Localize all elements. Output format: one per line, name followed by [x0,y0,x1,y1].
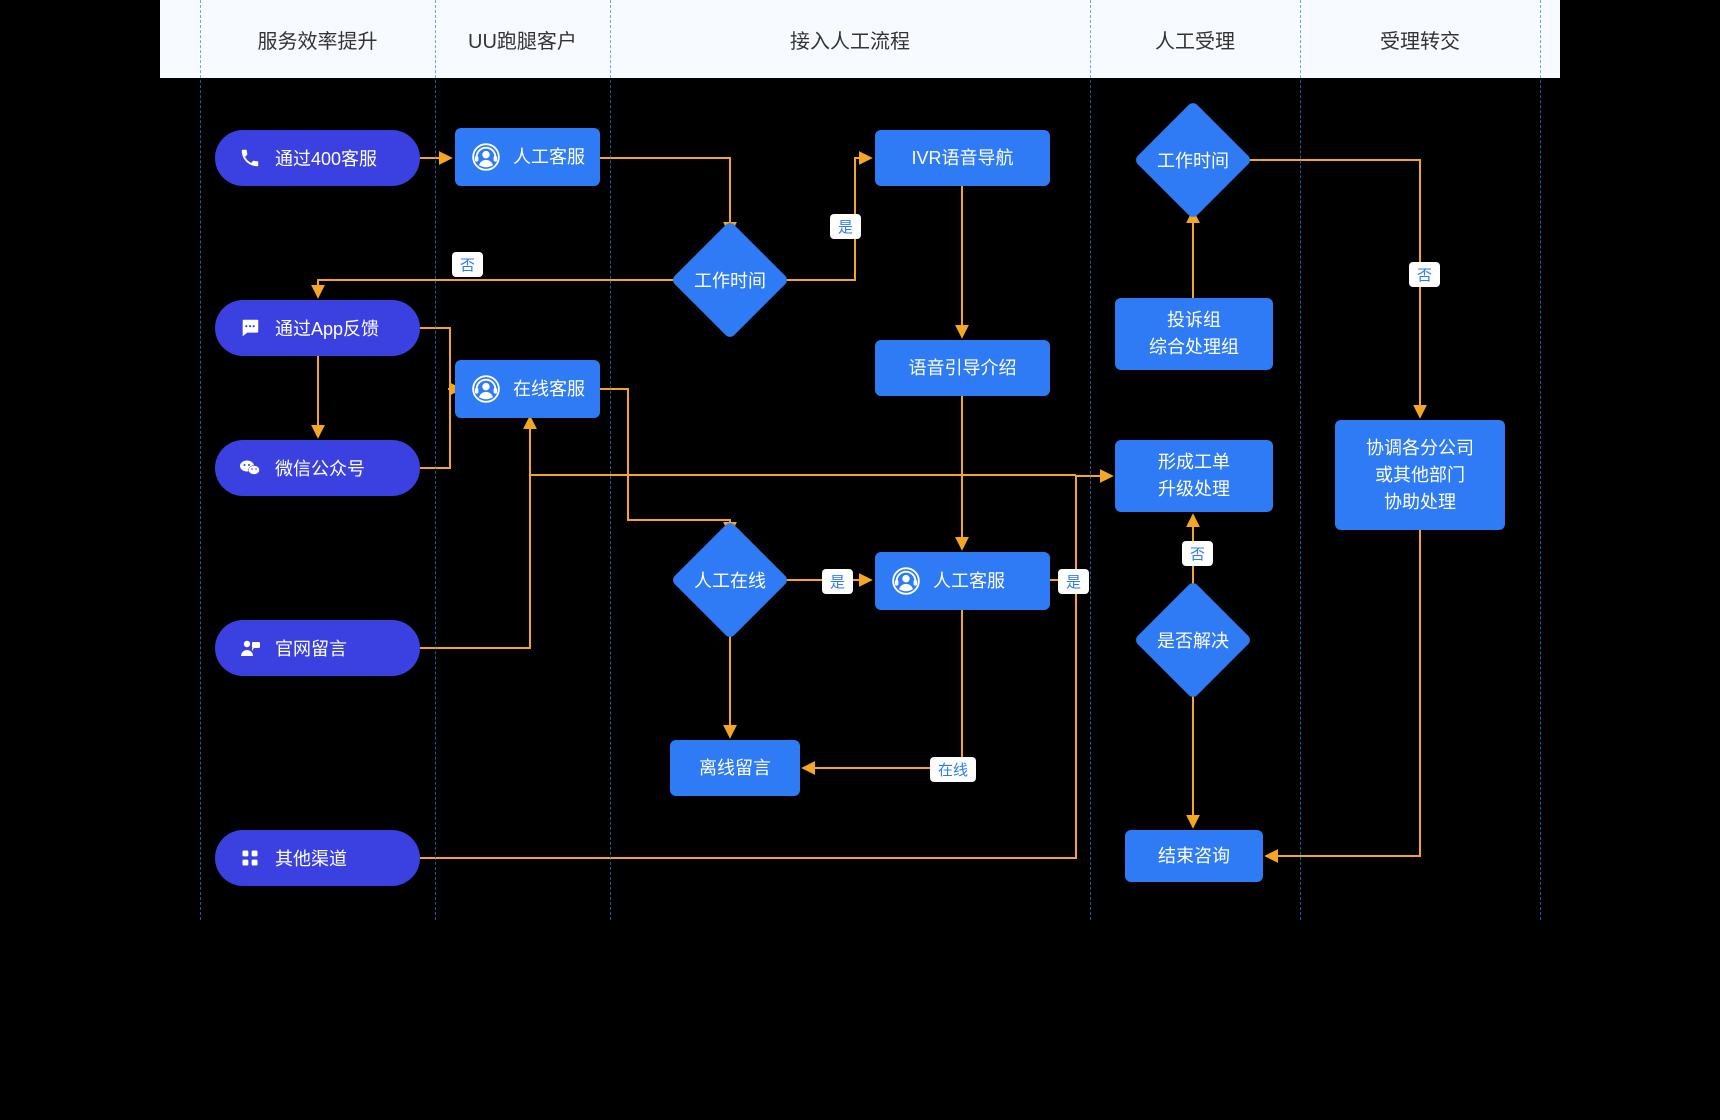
lane-separator [610,0,611,920]
diamond-label: 工作时间 [1151,118,1235,202]
process-box-box_ivr: IVR语音导航 [875,130,1050,186]
process-box-box_voice: 语音引导介绍 [875,340,1050,396]
box-label: 离线留言 [699,755,771,782]
pill-label: 微信公众号 [275,455,365,481]
diamond-label: 工作时间 [688,238,772,322]
edge-label: 是 [822,569,853,594]
box-label: 在线客服 [513,376,585,403]
pill-label: 通过App反馈 [275,315,379,341]
lane-separator [1300,0,1301,920]
box-label: 结束咨询 [1158,843,1230,870]
box-label: IVR语音导航 [911,145,1013,172]
box-label: 语音引导介绍 [909,355,1017,382]
entry-pill-pill_wechat: 微信公众号 [215,440,420,496]
box-label: 人工客服 [933,568,1005,595]
grid-icon [237,845,263,871]
headset-icon [469,372,503,406]
edge-label: 否 [1409,262,1440,287]
decision-dia_online: 人工在线 [688,538,772,622]
pill-label: 官网留言 [275,635,347,661]
process-box-box_complaint: 投诉组综合处理组 [1115,298,1273,370]
process-box-box_agent2: 人工客服 [875,552,1050,610]
phone-icon [237,145,263,171]
process-box-box_finish: 结束咨询 [1125,830,1263,882]
lane-separator [200,0,201,920]
entry-pill-pill_app: 通过App反馈 [215,300,420,356]
edge-label: 在线 [930,757,976,782]
headset-icon [889,564,923,598]
pill-label: 其他渠道 [275,845,347,871]
column-header: 接入人工流程 [610,0,1090,78]
diamond-label: 是否解决 [1151,598,1235,682]
flowchart-canvas: 通过400客服通过App反馈微信公众号官网留言其他渠道人工客服在线客服工作时间人… [160,0,1560,920]
lane-separator [435,0,436,920]
column-header: 受理转交 [1300,0,1540,78]
lane-separator [1090,0,1091,920]
edge-label: 是 [1058,569,1089,594]
box-label: 形成工单升级处理 [1158,449,1230,503]
column-header: 服务效率提升 [200,0,435,78]
person-icon [237,635,263,661]
lane-separator [1540,0,1541,920]
process-box-box_agent1: 人工客服 [455,128,600,186]
entry-pill-pill_400: 通过400客服 [215,130,420,186]
decision-dia_worktime2: 工作时间 [1151,118,1235,202]
box-label: 人工客服 [513,144,585,171]
column-header: 人工受理 [1090,0,1300,78]
box-label: 协调各分公司或其他部门协助处理 [1366,435,1474,516]
chat-icon [237,315,263,341]
decision-dia_resolved: 是否解决 [1151,598,1235,682]
edge-label: 否 [1182,541,1213,566]
column-header: UU跑腿客户 [435,0,610,78]
wechat-icon [237,455,263,481]
edge-label: 否 [452,252,483,277]
headset-icon [469,140,503,174]
process-box-box_ticket: 形成工单升级处理 [1115,440,1273,512]
process-box-box_offline: 离线留言 [670,740,800,796]
box-label: 投诉组综合处理组 [1149,307,1239,361]
pill-label: 通过400客服 [275,145,377,171]
decision-dia_worktime1: 工作时间 [688,238,772,322]
diamond-label: 人工在线 [688,538,772,622]
process-box-box_coord: 协调各分公司或其他部门协助处理 [1335,420,1505,530]
entry-pill-pill_other: 其他渠道 [215,830,420,886]
process-box-box_online: 在线客服 [455,360,600,418]
edge-label: 是 [830,214,861,239]
entry-pill-pill_web: 官网留言 [215,620,420,676]
